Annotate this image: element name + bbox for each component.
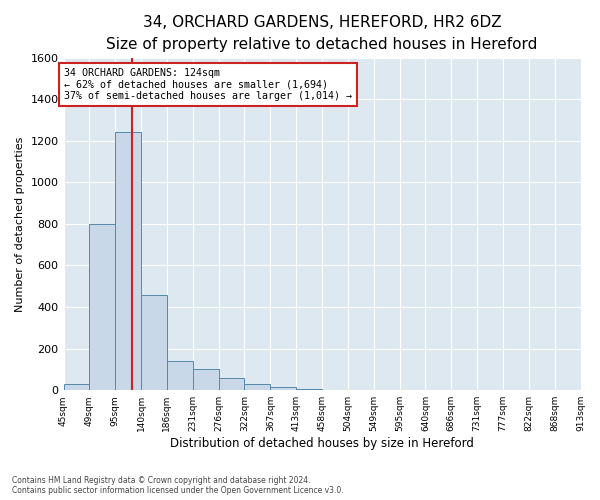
Bar bbox=[271, 387, 296, 390]
Text: Contains HM Land Registry data © Crown copyright and database right 2024.
Contai: Contains HM Land Registry data © Crown c… bbox=[12, 476, 344, 495]
Title: 34, ORCHARD GARDENS, HEREFORD, HR2 6DZ
Size of property relative to detached hou: 34, ORCHARD GARDENS, HEREFORD, HR2 6DZ S… bbox=[106, 15, 538, 52]
Text: 34 ORCHARD GARDENS: 124sqm
← 62% of detached houses are smaller (1,694)
37% of s: 34 ORCHARD GARDENS: 124sqm ← 62% of deta… bbox=[64, 68, 352, 101]
Y-axis label: Number of detached properties: Number of detached properties bbox=[15, 136, 25, 312]
Bar bbox=[167, 361, 193, 390]
Bar bbox=[141, 294, 167, 390]
Bar bbox=[193, 370, 218, 390]
Bar bbox=[218, 378, 244, 390]
Bar bbox=[296, 389, 322, 390]
Bar bbox=[115, 132, 141, 390]
X-axis label: Distribution of detached houses by size in Hereford: Distribution of detached houses by size … bbox=[170, 437, 474, 450]
Bar bbox=[89, 224, 115, 390]
Bar bbox=[64, 384, 89, 390]
Bar bbox=[244, 384, 271, 390]
